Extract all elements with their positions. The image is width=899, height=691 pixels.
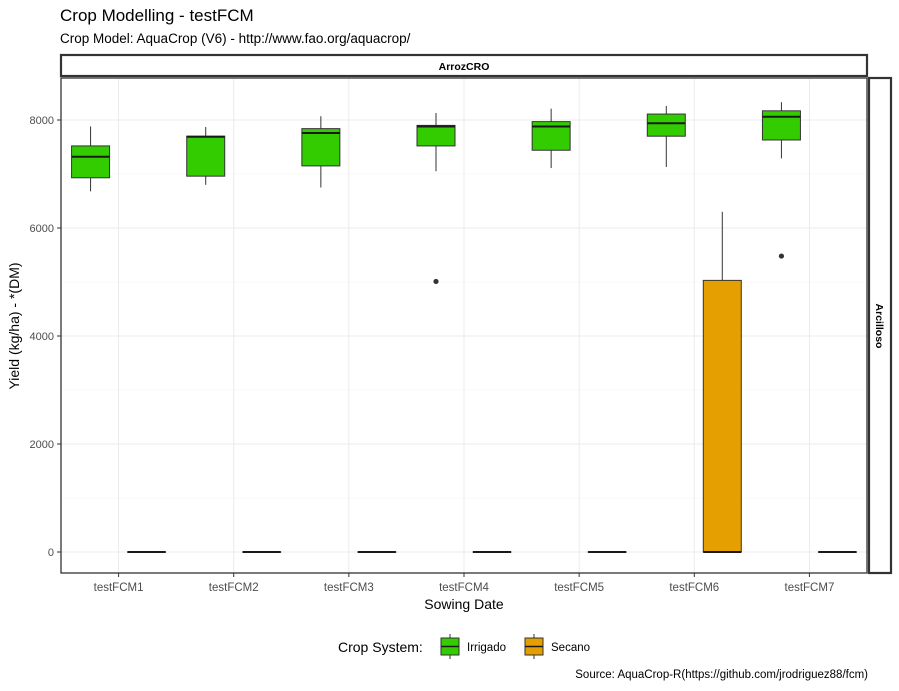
box-body [702, 279, 742, 553]
box-plots [71, 102, 857, 553]
box-irrigado-testfcm2 [186, 127, 226, 185]
legend-label-secano: Secano [551, 642, 590, 654]
x-tick-label: testFCM5 [554, 582, 604, 594]
chart-subtitle: Crop Model: AquaCrop (V6) - http://www.f… [60, 31, 411, 46]
x-tick-label: testFCM2 [209, 582, 259, 594]
box-irrigado-testfcm7 [761, 102, 801, 259]
outlier-point [433, 278, 439, 285]
y-axis-title: Yield (kg/ha) - *(DM) [6, 262, 22, 389]
x-tick-label: testFCM7 [785, 582, 835, 594]
box-body [646, 113, 686, 137]
box-secano-testfcm6 [702, 211, 742, 553]
x-tick-label: testFCM6 [669, 582, 719, 594]
legend-key-irrigado: Irrigado [440, 634, 506, 659]
legend-label-irrigado: Irrigado [467, 642, 506, 654]
x-tick-label: testFCM3 [324, 582, 374, 594]
facet-strip-top-label: ArrozCRO [439, 61, 490, 73]
legend-key-secano: Secano [524, 634, 590, 659]
chart-title: Crop Modelling - testFCM [60, 6, 254, 25]
box-body [71, 145, 111, 179]
box-irrigado-testfcm4 [416, 112, 456, 285]
legend-title: Crop System: [338, 639, 423, 655]
x-axis-title: Sowing Date [424, 596, 504, 612]
x-tick-label: testFCM4 [439, 582, 489, 594]
y-tick-label: 0 [48, 547, 54, 559]
legend: Crop System: Irrigado Secano [338, 634, 590, 659]
box-body [186, 135, 226, 177]
box-body [301, 128, 341, 167]
facet-strip-right [867, 76, 893, 575]
box-body [416, 124, 456, 147]
y-tick-label: 4000 [30, 331, 54, 343]
x-tick-label: testFCM1 [94, 582, 144, 594]
outlier-point [778, 253, 785, 259]
y-axis: 0 2000 4000 6000 8000 [30, 115, 61, 559]
source-caption: Source: AquaCrop-R(https://github.com/jr… [575, 669, 868, 681]
y-tick-label: 8000 [30, 115, 54, 127]
box-body [761, 110, 801, 141]
box-irrigado-testfcm5 [531, 108, 571, 169]
box-irrigado-testfcm3 [301, 116, 341, 188]
box-irrigado-testfcm6 [646, 105, 686, 167]
x-axis: testFCM1 testFCM2 testFCM3 testFCM4 testFCM5… [94, 573, 835, 594]
box-irrigado-testfcm1 [71, 126, 111, 192]
y-tick-label: 2000 [30, 439, 54, 451]
facet-strip-right-label: Arcilloso [873, 304, 885, 349]
facet-strip-top [59, 53, 869, 78]
y-tick-label: 6000 [30, 223, 54, 235]
